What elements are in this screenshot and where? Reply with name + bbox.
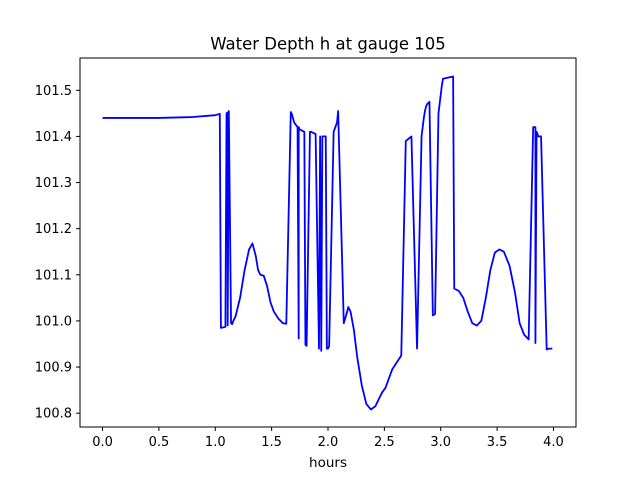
y-tick-label: 101.5 (35, 84, 72, 99)
x-tick-label: 1.0 (205, 435, 226, 450)
y-tick-label: 101.0 (35, 314, 72, 329)
y-tick-label: 101.4 (35, 130, 72, 145)
x-tick-label: 3.5 (487, 435, 508, 450)
x-tick-label: 3.0 (430, 435, 451, 450)
y-tick-label: 101.2 (35, 222, 72, 237)
x-tick-label: 4.0 (543, 435, 564, 450)
axes: 0.0 0.5 1.0 1.5 2.0 2.5 3.0 3.5 4.0 100.8 100.9 101… (35, 57, 577, 450)
series-line-0 (102, 75, 553, 411)
plot-background (80, 58, 576, 427)
x-axis-label: hours (309, 455, 347, 471)
x-tick-label: 2.0 (318, 435, 339, 450)
plot-area (80, 58, 576, 427)
y-tick-label: 100.9 (35, 361, 72, 376)
y-tick-label: 101.3 (35, 176, 72, 191)
x-tick-label: 1.5 (261, 435, 282, 450)
x-tick-label: 0.0 (92, 435, 113, 450)
x-tick-label: 2.5 (374, 435, 395, 450)
y-tick-label: 100.8 (35, 407, 72, 422)
y-tick-label: 101.1 (35, 268, 72, 283)
chart-title: Water Depth h at gauge 105 (210, 35, 445, 54)
x-tick-label: 0.5 (149, 435, 170, 450)
